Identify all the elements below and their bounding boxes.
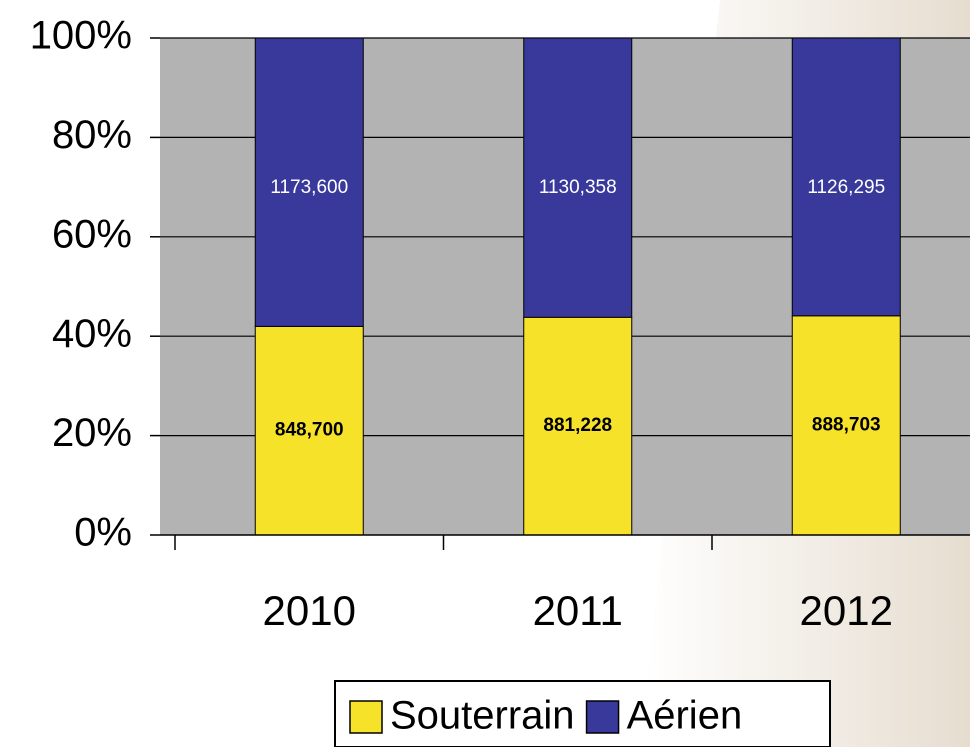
legend-swatch bbox=[349, 700, 383, 734]
y-tick-label: 40% bbox=[52, 312, 132, 356]
x-tick-label: 2010 bbox=[263, 587, 356, 634]
bar-segment bbox=[791, 37, 901, 317]
bar-segment bbox=[523, 37, 633, 318]
y-tick-label: 80% bbox=[52, 113, 132, 157]
y-tick-label: 20% bbox=[52, 411, 132, 455]
bar-segment bbox=[791, 315, 901, 536]
bar-segment bbox=[254, 37, 364, 327]
data-label: 1126,295 bbox=[807, 177, 885, 198]
legend-label: Souterrain bbox=[390, 694, 575, 738]
x-tick-label: 2011 bbox=[533, 587, 623, 634]
x-tick-label: 2012 bbox=[800, 587, 893, 634]
data-label: 1173,600 bbox=[270, 177, 348, 198]
data-label: 848,700 bbox=[275, 420, 344, 441]
legend-swatch bbox=[585, 700, 620, 734]
bar-segment bbox=[523, 316, 633, 536]
y-tick-label: 60% bbox=[52, 212, 132, 256]
y-tick-label: 100% bbox=[30, 14, 132, 58]
data-label: 888,703 bbox=[812, 414, 881, 435]
legend-label: Aérien bbox=[627, 694, 743, 738]
legend-box bbox=[334, 680, 831, 747]
data-label: 881,228 bbox=[543, 415, 612, 436]
data-label: 1130,358 bbox=[539, 177, 617, 198]
y-tick-label: 0% bbox=[74, 511, 132, 555]
